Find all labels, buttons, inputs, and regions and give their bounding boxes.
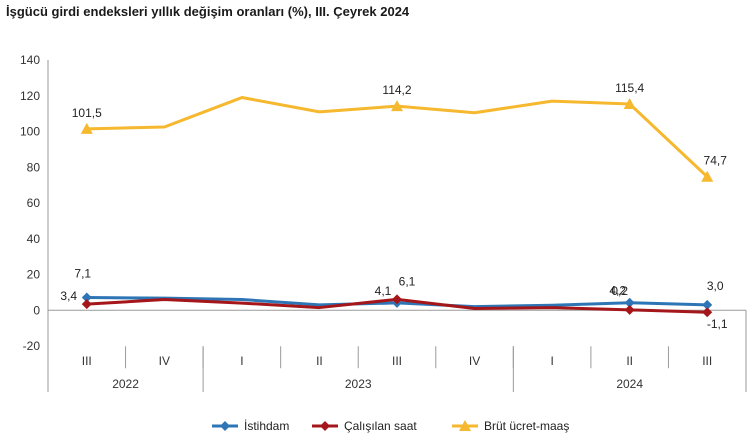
quarter-label: III [392, 354, 402, 368]
quarter-label: I [240, 354, 243, 368]
series-group [80, 96, 714, 318]
data-label: 114,2 [382, 83, 411, 97]
legend-swatch-marker [459, 420, 471, 431]
data-point [701, 170, 714, 182]
y-axis-ticks: 140 120 100 80 60 40 20 0 -20 [20, 53, 40, 353]
legend-label: İstihdam [244, 419, 289, 433]
data-label: -1,1 [707, 317, 728, 331]
legend-swatch-marker [320, 421, 330, 431]
series-2 [80, 96, 714, 182]
data-label: 74,7 [704, 154, 728, 168]
data-point [391, 100, 403, 112]
data-label: 6,1 [399, 274, 416, 288]
chart-title: İşgücü girdi endeksleri yıllık değişim o… [6, 4, 410, 19]
quarter-label: II [316, 354, 323, 368]
y-tick-label: 120 [20, 89, 40, 103]
legend-swatch-marker [220, 421, 230, 431]
data-labels: 7,1 4,1 4,2 3,0 3,4 6,1 0,2 -1,1 101,5 114,2 115,4… [60, 81, 727, 331]
data-point [81, 292, 92, 303]
data-label: 115,4 [615, 81, 644, 95]
y-tick-label: 60 [27, 196, 41, 210]
data-label: 0,2 [611, 284, 628, 298]
data-point [624, 297, 635, 308]
data-point [702, 299, 713, 310]
data-label: 3,4 [60, 289, 77, 303]
y-tick-label: 40 [27, 232, 41, 246]
data-label: 3,0 [707, 279, 724, 293]
data-point [80, 122, 93, 134]
year-label: 2022 [112, 377, 139, 391]
legend-item-2: Brüt ücret-maaş [452, 419, 569, 433]
legend-label: Brüt ücret-maaş [484, 419, 569, 433]
y-tick-label: 20 [27, 268, 41, 282]
quarter-label: IV [159, 354, 170, 368]
data-label: 4,2 [609, 284, 626, 298]
y-tick-label: 80 [27, 160, 41, 174]
year-label: 2024 [616, 377, 643, 391]
quarter-label: II [626, 354, 633, 368]
quarter-label: III [702, 354, 712, 368]
data-point [623, 97, 636, 109]
y-tick-label: -20 [23, 339, 41, 353]
data-point [392, 294, 402, 305]
data-point [81, 299, 92, 310]
data-label: 4,1 [375, 284, 392, 298]
data-label: 7,1 [74, 267, 91, 281]
data-point [702, 307, 713, 318]
y-tick-label: 0 [33, 303, 40, 317]
series-1 [81, 294, 713, 318]
quarter-label: III [82, 354, 92, 368]
y-tick-label: 140 [20, 53, 40, 67]
quarter-label: I [550, 354, 553, 368]
legend-item-0: İstihdam [212, 419, 289, 433]
y-tick-label: 100 [20, 125, 40, 139]
quarter-label: IV [469, 354, 480, 368]
legend-label: Çalışılan saat [344, 419, 417, 433]
data-point [624, 304, 635, 315]
data-label: 101,5 [72, 106, 102, 120]
legend-item-1: Çalışılan saat [312, 419, 417, 433]
legend: İstihdam Çalışılan saat Brüt ücret-maaş [212, 419, 569, 433]
year-label: 2023 [345, 377, 372, 391]
